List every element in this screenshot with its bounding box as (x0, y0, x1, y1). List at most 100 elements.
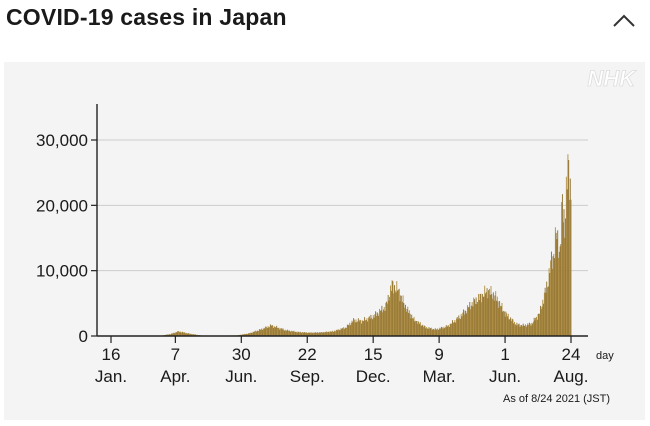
y-tick-label: 0 (79, 327, 88, 346)
daily-bar (481, 302, 483, 336)
daily-bar (366, 318, 368, 336)
daily-bar (451, 323, 453, 336)
daily-bar (248, 333, 250, 336)
daily-bar (530, 325, 532, 336)
daily-bar (534, 320, 536, 336)
daily-bar (315, 332, 317, 336)
daily-bar (367, 321, 369, 336)
daily-bar (433, 329, 435, 336)
daily-bar (408, 310, 410, 336)
daily-bar (540, 309, 542, 336)
daily-bar (357, 318, 359, 336)
y-tick-label: 30,000 (36, 131, 88, 150)
daily-bar (377, 313, 379, 336)
daily-bar (365, 320, 367, 336)
daily-bar (358, 321, 360, 336)
daily-bar (314, 332, 316, 336)
x-tick-month-label: Aug. (554, 367, 589, 386)
daily-bar (190, 333, 192, 336)
daily-bar (567, 154, 569, 336)
daily-bar (299, 331, 301, 336)
y-tick-label: 20,000 (36, 196, 88, 215)
daily-bar (537, 313, 539, 336)
daily-bar (504, 316, 506, 336)
daily-bar (178, 331, 180, 336)
daily-bar (290, 331, 292, 336)
daily-bar (312, 332, 314, 336)
daily-bar (322, 332, 324, 336)
daily-bar (452, 320, 453, 336)
daily-bar (326, 332, 328, 336)
daily-bar (419, 322, 421, 336)
daily-bar (382, 312, 384, 336)
daily-bar (528, 325, 530, 336)
daily-bar (491, 294, 493, 336)
daily-bar (318, 332, 320, 336)
daily-bar (511, 318, 513, 336)
daily-bar (424, 325, 426, 336)
daily-bar (350, 323, 352, 336)
daily-bar (283, 329, 285, 336)
daily-bar (506, 313, 508, 336)
daily-bar (471, 302, 473, 336)
daily-bar (487, 298, 489, 336)
daily-bar (483, 296, 485, 336)
daily-bar (480, 293, 482, 336)
daily-bar (177, 331, 179, 336)
daily-bar (260, 329, 262, 336)
x-unit-label: day (596, 350, 614, 362)
daily-bar (264, 328, 266, 336)
daily-bar (462, 312, 464, 336)
daily-bar (426, 327, 428, 336)
daily-bar (548, 268, 550, 336)
daily-bar (552, 256, 554, 336)
daily-bar (474, 303, 476, 336)
daily-bar (414, 321, 416, 336)
bar-series (149, 154, 572, 336)
daily-bar (262, 328, 264, 336)
x-tick-month-label: Dec. (356, 367, 391, 386)
daily-bar (521, 326, 523, 336)
daily-bar (515, 325, 517, 336)
daily-bar (169, 334, 171, 336)
daily-bar (415, 321, 417, 336)
x-tick-month-label: Mar. (423, 367, 456, 386)
daily-bar (428, 327, 430, 336)
daily-bar (256, 330, 258, 336)
chart-panel: 0 10,000 20,000 30,000 16 Jan. 7 Apr. 30 Jun. 22 S… (4, 62, 645, 420)
daily-bar (553, 254, 555, 336)
daily-bar (259, 329, 261, 336)
daily-bar (346, 324, 348, 336)
daily-bar (347, 325, 349, 336)
daily-bar (393, 293, 395, 336)
daily-bar (308, 332, 310, 336)
daily-bar (282, 328, 284, 336)
daily-bar (512, 319, 514, 336)
daily-bar (360, 320, 362, 336)
daily-bar (411, 314, 413, 336)
daily-bar (313, 332, 315, 336)
daily-bar (328, 331, 329, 336)
daily-bar (186, 333, 188, 336)
daily-bar (441, 326, 442, 336)
daily-bar (317, 332, 318, 336)
daily-bar (479, 293, 481, 336)
daily-bar (288, 330, 290, 336)
daily-bar (404, 304, 406, 336)
daily-bar (369, 318, 371, 336)
daily-bar (566, 189, 568, 336)
daily-bar (354, 322, 356, 336)
daily-bar (317, 333, 319, 336)
daily-bar (518, 324, 519, 336)
daily-bar (464, 310, 466, 336)
daily-bar (531, 322, 533, 336)
daily-bar (545, 292, 547, 336)
y-tick-labels: 0 10,000 20,000 30,000 (36, 131, 97, 346)
collapse-button[interactable] (608, 6, 640, 32)
daily-bar (332, 331, 334, 336)
daily-bar (475, 297, 477, 336)
daily-bar (324, 332, 326, 336)
daily-bar (561, 194, 563, 336)
daily-bar (466, 313, 468, 336)
daily-bar (296, 332, 298, 336)
